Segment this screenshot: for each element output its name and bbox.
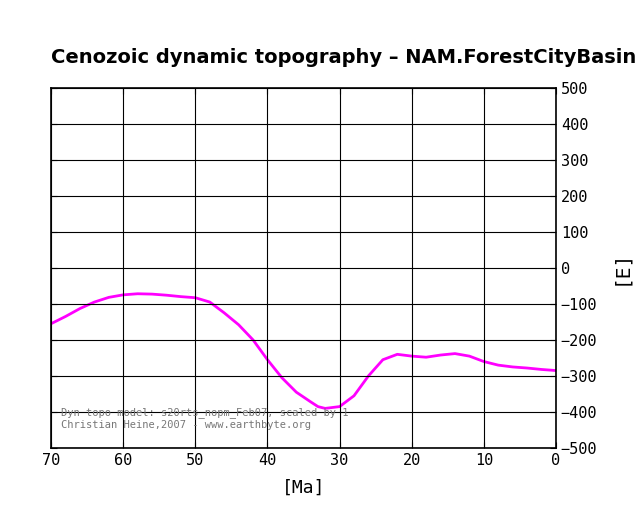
X-axis label: [Ma]: [Ma] xyxy=(282,479,325,497)
Text: Dyn topo model: s20rts_nopm_Feb07, scaled by 1
Christian Heine,2007 - www.earthb: Dyn topo model: s20rts_nopm_Feb07, scale… xyxy=(61,407,349,430)
Text: Cenozoic dynamic topography – NAM.ForestCityBasin: Cenozoic dynamic topography – NAM.Forest… xyxy=(51,47,636,66)
Y-axis label: [E]: [E] xyxy=(611,250,630,285)
